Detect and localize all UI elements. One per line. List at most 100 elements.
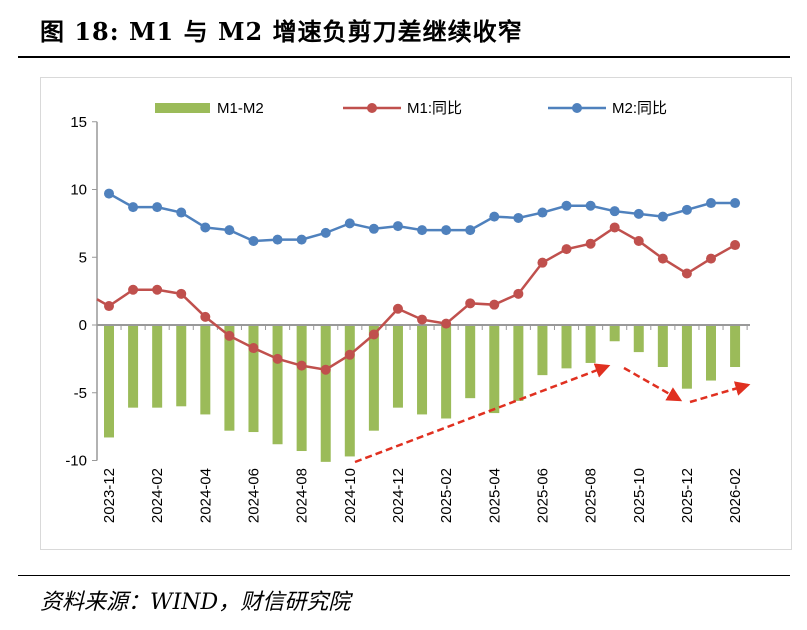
legend-label: M1:同比 — [407, 100, 462, 117]
y-tick-label: 15 — [70, 114, 87, 131]
figure-title: 图 18: M1 与 M2 增速负剪刀差继续收窄 — [40, 17, 523, 46]
bar-m1-m2 — [128, 325, 139, 408]
legend-label: M2:同比 — [612, 100, 667, 117]
x-tick-label: 2024-10 — [342, 468, 359, 523]
point-m2 — [633, 208, 644, 219]
bar-m1-m2 — [417, 325, 428, 415]
point-m2 — [104, 188, 114, 199]
point-m2 — [368, 223, 379, 234]
trend-arrow — [623, 366, 683, 402]
point-m1 — [513, 288, 524, 299]
bar-m1-m2 — [368, 325, 379, 431]
bar-m1-m2 — [152, 325, 163, 408]
point-m1 — [200, 311, 211, 322]
point-m2 — [537, 207, 548, 218]
point-m2 — [176, 207, 187, 218]
point-m1 — [657, 253, 668, 264]
point-m1 — [706, 253, 716, 264]
legend-swatch-m1-m2 — [155, 103, 210, 113]
point-m2 — [224, 225, 235, 236]
point-m1 — [633, 235, 644, 246]
point-m2 — [730, 198, 741, 209]
point-m2 — [128, 202, 139, 213]
trend-arrow — [689, 381, 751, 404]
x-tick-label: 2025-02 — [438, 468, 455, 523]
point-m1 — [561, 244, 572, 255]
legend-label: M1-M2 — [217, 100, 264, 117]
y-tick-label: 10 — [70, 182, 87, 199]
point-m1 — [248, 343, 259, 354]
bar-m1-m2 — [489, 325, 500, 414]
point-m2 — [657, 211, 668, 222]
point-m1 — [272, 353, 283, 364]
y-tick-label: -5 — [74, 385, 87, 402]
point-m2 — [513, 212, 524, 223]
x-tick-label: 2023-12 — [101, 468, 118, 523]
x-tick-label: 2024-08 — [294, 468, 311, 523]
point-m1 — [104, 301, 114, 312]
point-m2 — [272, 234, 283, 245]
point-m2 — [392, 221, 403, 232]
x-tick-label: 2025-10 — [631, 468, 648, 523]
point-m2 — [344, 218, 355, 229]
bar-m1-m2 — [585, 325, 596, 363]
bar-m1-m2 — [633, 325, 644, 353]
point-m2 — [489, 211, 500, 222]
x-tick-label: 2025-12 — [679, 468, 696, 523]
point-m2 — [200, 222, 211, 233]
point-m1 — [417, 314, 428, 325]
x-tick-label: 2024-02 — [149, 468, 166, 523]
bar-m1-m2 — [392, 325, 403, 408]
x-tick-label: 2024-06 — [245, 468, 262, 523]
y-tick-label: -10 — [65, 453, 87, 470]
point-m1 — [585, 238, 596, 249]
point-m1 — [344, 349, 355, 360]
point-m1 — [730, 240, 741, 251]
bar-m1-m2 — [537, 325, 548, 376]
point-m1 — [465, 298, 476, 309]
point-m2 — [441, 225, 452, 236]
source-note: 资料来源：WIND，财信研究院 — [40, 590, 351, 615]
point-m1 — [441, 318, 452, 329]
bar-m1-m2 — [561, 325, 572, 369]
bar-m1-m2 — [176, 325, 187, 407]
bar-m1-m2 — [706, 325, 716, 381]
bar-m1-m2 — [730, 325, 741, 368]
point-m2 — [296, 234, 307, 245]
point-m2 — [585, 200, 596, 211]
bar-m1-m2 — [513, 325, 524, 401]
bar-m1-m2 — [248, 325, 259, 433]
bar-m1-m2 — [465, 325, 476, 399]
x-tick-label: 2026-02 — [727, 468, 744, 523]
point-m1 — [176, 288, 187, 299]
point-m2 — [152, 202, 163, 213]
y-tick-label: 0 — [79, 317, 87, 334]
bar-m1-m2 — [296, 325, 307, 452]
y-tick-label: 5 — [79, 249, 87, 266]
x-tick-label: 2025-04 — [486, 468, 503, 523]
bar-m1-m2 — [344, 325, 355, 457]
chart-frame — [40, 77, 792, 550]
point-m2 — [561, 200, 572, 211]
point-m2 — [320, 227, 331, 238]
point-m1 — [609, 222, 620, 233]
bar-m1-m2 — [441, 325, 452, 419]
point-m1 — [537, 257, 548, 268]
x-tick-label: 2024-04 — [197, 468, 214, 523]
line-m1 — [96, 225, 736, 372]
point-m1 — [224, 330, 235, 341]
x-tick-label: 2024-12 — [390, 468, 407, 523]
bar-m1-m2 — [609, 325, 620, 342]
bar-m1-m2 — [200, 325, 211, 415]
title-rule — [18, 56, 790, 58]
bar-m1-m2 — [657, 325, 668, 368]
point-m1 — [368, 329, 379, 340]
point-m1 — [681, 268, 692, 279]
bar-m1-m2 — [681, 325, 692, 389]
point-m2 — [417, 225, 428, 236]
bar-m1-m2 — [272, 325, 283, 445]
point-m2 — [248, 235, 259, 246]
point-m1 — [128, 284, 139, 295]
point-m2 — [681, 204, 692, 215]
